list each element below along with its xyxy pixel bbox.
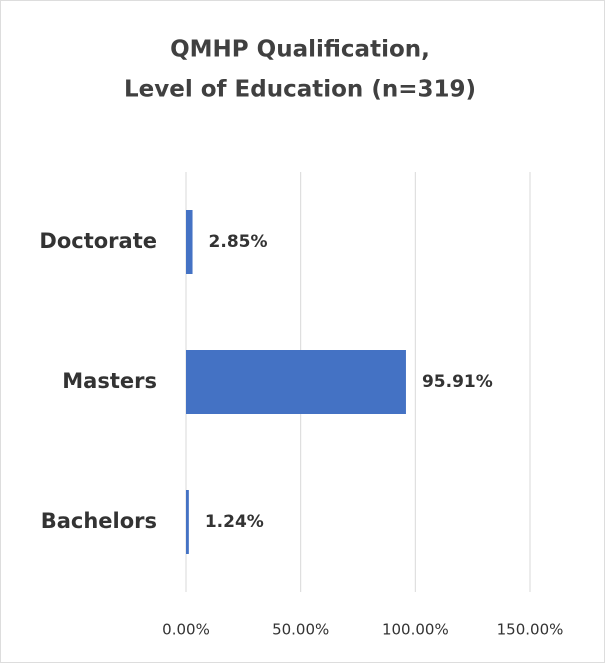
x-tick-label: 0.00% [162, 621, 210, 639]
x-tick-label: 100.00% [382, 621, 449, 639]
data-label: 95.91% [422, 372, 493, 392]
x-tick-label: 50.00% [272, 621, 329, 639]
chart-title: Level of Education (n=319) [124, 77, 476, 103]
bar [186, 210, 193, 274]
y-tick-label: Doctorate [39, 229, 157, 253]
bar [186, 490, 189, 554]
y-tick-label: Masters [62, 369, 157, 393]
data-label: 2.85% [209, 232, 268, 252]
bar [186, 350, 406, 414]
chart-title: QMHP Qualification, [170, 37, 430, 63]
data-label: 1.24% [205, 512, 264, 532]
y-tick-label: Bachelors [41, 509, 157, 533]
x-tick-label: 150.00% [497, 621, 564, 639]
